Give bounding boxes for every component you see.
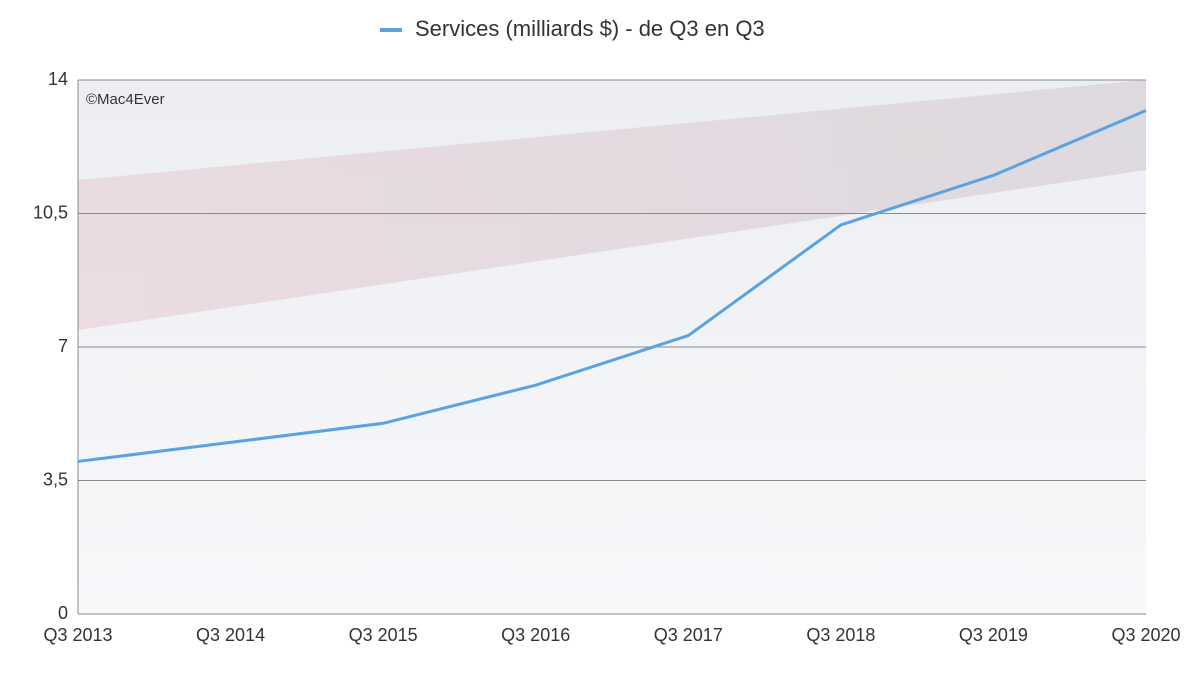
y-tick-label: 10,5 [33, 202, 68, 222]
y-tick-label: 14 [48, 69, 68, 89]
x-tick-label: Q3 2020 [1111, 625, 1180, 645]
legend-label: Services (milliards $) - de Q3 en Q3 [415, 16, 765, 41]
y-tick-label: 7 [58, 336, 68, 356]
x-tick-label: Q3 2017 [654, 625, 723, 645]
series-line [77, 109, 1147, 463]
x-tick-label: Q3 2015 [349, 625, 418, 645]
x-tick-label: Q3 2013 [43, 625, 112, 645]
x-tick-label: Q3 2019 [959, 625, 1028, 645]
x-tick-label: Q3 2016 [501, 625, 570, 645]
x-tick-label: Q3 2014 [196, 625, 265, 645]
y-tick-label: 3,5 [43, 469, 68, 489]
x-tick-label: Q3 2018 [806, 625, 875, 645]
annotation: ©Mac4Ever [86, 91, 165, 108]
y-tick-label: 0 [58, 603, 68, 623]
background-image [78, 80, 1146, 330]
